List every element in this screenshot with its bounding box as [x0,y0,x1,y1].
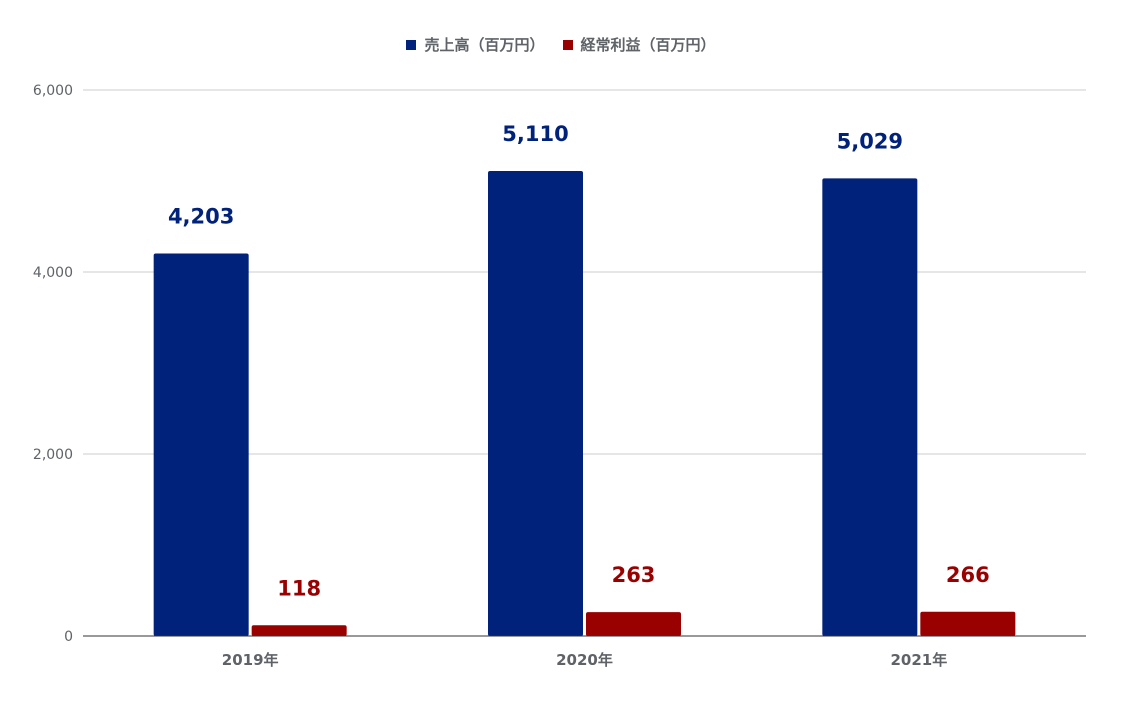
bar-revenue [488,170,583,637]
bar-revenue [822,178,918,636]
y-tick-label: 0 [64,629,73,645]
legend-swatch-profit [562,39,573,50]
x-tick-label: 2020年 [556,651,613,669]
data-label-profit: 266 [946,563,990,587]
bar-revenue [153,253,249,637]
legend-item-revenue: 売上高（百万円） [406,34,545,55]
legend-swatch-revenue [406,39,417,50]
y-tick-label: 2,000 [33,447,73,463]
bar-profit [920,611,1016,636]
x-tick-label: 2021年 [890,651,947,669]
data-label-profit: 118 [277,576,321,600]
data-label-revenue: 4,203 [168,205,234,229]
y-tick-label: 6,000 [33,83,73,99]
data-label-revenue: 5,110 [502,122,568,146]
legend-label-revenue: 売上高（百万円） [424,36,545,54]
bar-profit [251,625,347,636]
bar-profit [586,612,681,636]
data-label-revenue: 5,029 [837,129,903,153]
data-label-profit: 263 [612,563,656,587]
y-tick-label: 4,000 [33,265,73,281]
legend-item-profit: 経常利益（百万円） [562,34,716,55]
legend: 売上高（百万円） 経常利益（百万円） [0,34,1122,55]
x-tick-label: 2019年 [222,651,279,669]
legend-label-profit: 経常利益（百万円） [580,36,716,54]
